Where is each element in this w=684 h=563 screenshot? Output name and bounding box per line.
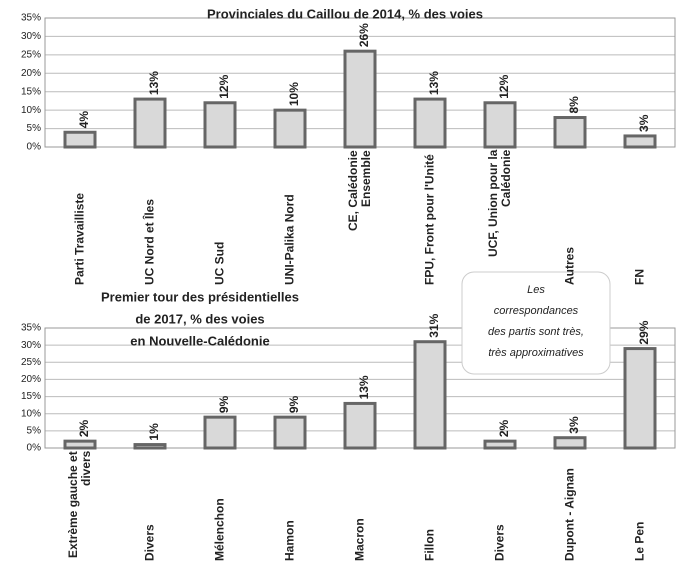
y-tick-label: 5% (27, 123, 42, 134)
data-label: 2% (77, 419, 91, 437)
data-label: 12% (217, 74, 231, 98)
chart-title: Provinciales du Caillou de 2014, % des v… (207, 6, 483, 21)
data-label: 1% (147, 423, 161, 441)
annotation: Les (527, 284, 545, 296)
bar (483, 101, 517, 149)
y-tick-label: 5% (27, 425, 42, 436)
data-label: 13% (147, 71, 161, 95)
x-tick-label: CE, Calédonie Ensemble (346, 150, 373, 231)
annotation-box (461, 271, 611, 375)
y-tick-label: 0% (27, 142, 42, 153)
bar (273, 415, 307, 450)
y-tick-label: 30% (21, 340, 41, 351)
annotation: des partis sont très, (488, 326, 584, 338)
x-tick-label: Le Pen (632, 521, 647, 561)
y-tick-label: 15% (21, 391, 41, 402)
bar (553, 116, 587, 149)
x-tick-label: Divers (492, 524, 507, 561)
annotation: correspondances (494, 305, 579, 317)
x-tick-label: UC Nord et Îles (142, 198, 157, 285)
y-tick-label: 35% (21, 13, 41, 24)
y-tick-label: 10% (21, 105, 41, 116)
y-tick-label: 25% (21, 49, 41, 60)
chart-title: Premier tour des présidentielles (101, 289, 299, 304)
data-label: 8% (567, 96, 581, 114)
x-tick-label: Autres (562, 246, 577, 285)
data-label: 26% (357, 23, 371, 47)
bar (553, 436, 587, 450)
x-tick-label: Mélenchon (212, 498, 227, 561)
bar (203, 415, 237, 450)
x-tick-label: Dupont - Aignan (562, 468, 577, 561)
y-tick-label: 30% (21, 31, 41, 42)
data-label: 13% (427, 71, 441, 95)
y-tick-label: 20% (21, 68, 41, 79)
bar (63, 439, 97, 450)
bar (273, 108, 307, 149)
x-tick-label: Fillon (422, 529, 437, 561)
x-tick-label: UCF, Union pour la Calédonie (486, 150, 513, 258)
annotation: très approximatives (488, 347, 584, 359)
x-tick-label: FPU, Front pour l'Unité (422, 154, 437, 285)
bar (203, 101, 237, 149)
chart-title: de 2017, % des voies (135, 311, 264, 326)
bar (623, 347, 657, 450)
y-tick-label: 10% (21, 408, 41, 419)
bar (623, 134, 657, 149)
y-tick-label: 20% (21, 374, 41, 385)
data-label: 13% (357, 375, 371, 399)
bar (133, 97, 167, 149)
data-label: 9% (217, 395, 231, 413)
bar (63, 130, 97, 149)
x-tick-label: Macron (352, 518, 367, 561)
data-label: 10% (287, 82, 301, 106)
x-tick-label: Extrème gauche et divers (66, 451, 93, 558)
bar (413, 340, 447, 450)
x-tick-label: UNI-Palika Nord (282, 194, 297, 285)
chart-title: en Nouvelle-Calédonie (130, 333, 269, 348)
bar (343, 401, 377, 450)
data-label: 4% (77, 111, 91, 129)
data-label: 29% (637, 320, 651, 344)
x-tick-label: UC Sud (212, 241, 227, 285)
data-label: 31% (427, 313, 441, 337)
y-tick-label: 25% (21, 357, 41, 368)
x-tick-label: FN (632, 269, 647, 285)
data-label: 3% (567, 416, 581, 434)
y-tick-label: 0% (27, 443, 42, 454)
x-tick-label: Parti Travailliste (72, 192, 87, 285)
data-label: 9% (287, 395, 301, 413)
y-tick-label: 35% (21, 323, 41, 334)
bar (483, 439, 517, 450)
x-tick-label: Divers (142, 524, 157, 561)
data-label: 2% (497, 419, 511, 437)
data-label: 12% (497, 74, 511, 98)
bar (343, 49, 377, 149)
x-tick-label: Hamon (282, 520, 297, 561)
data-label: 3% (637, 114, 651, 132)
bar (413, 97, 447, 149)
bar (133, 443, 167, 450)
y-tick-label: 15% (21, 86, 41, 97)
